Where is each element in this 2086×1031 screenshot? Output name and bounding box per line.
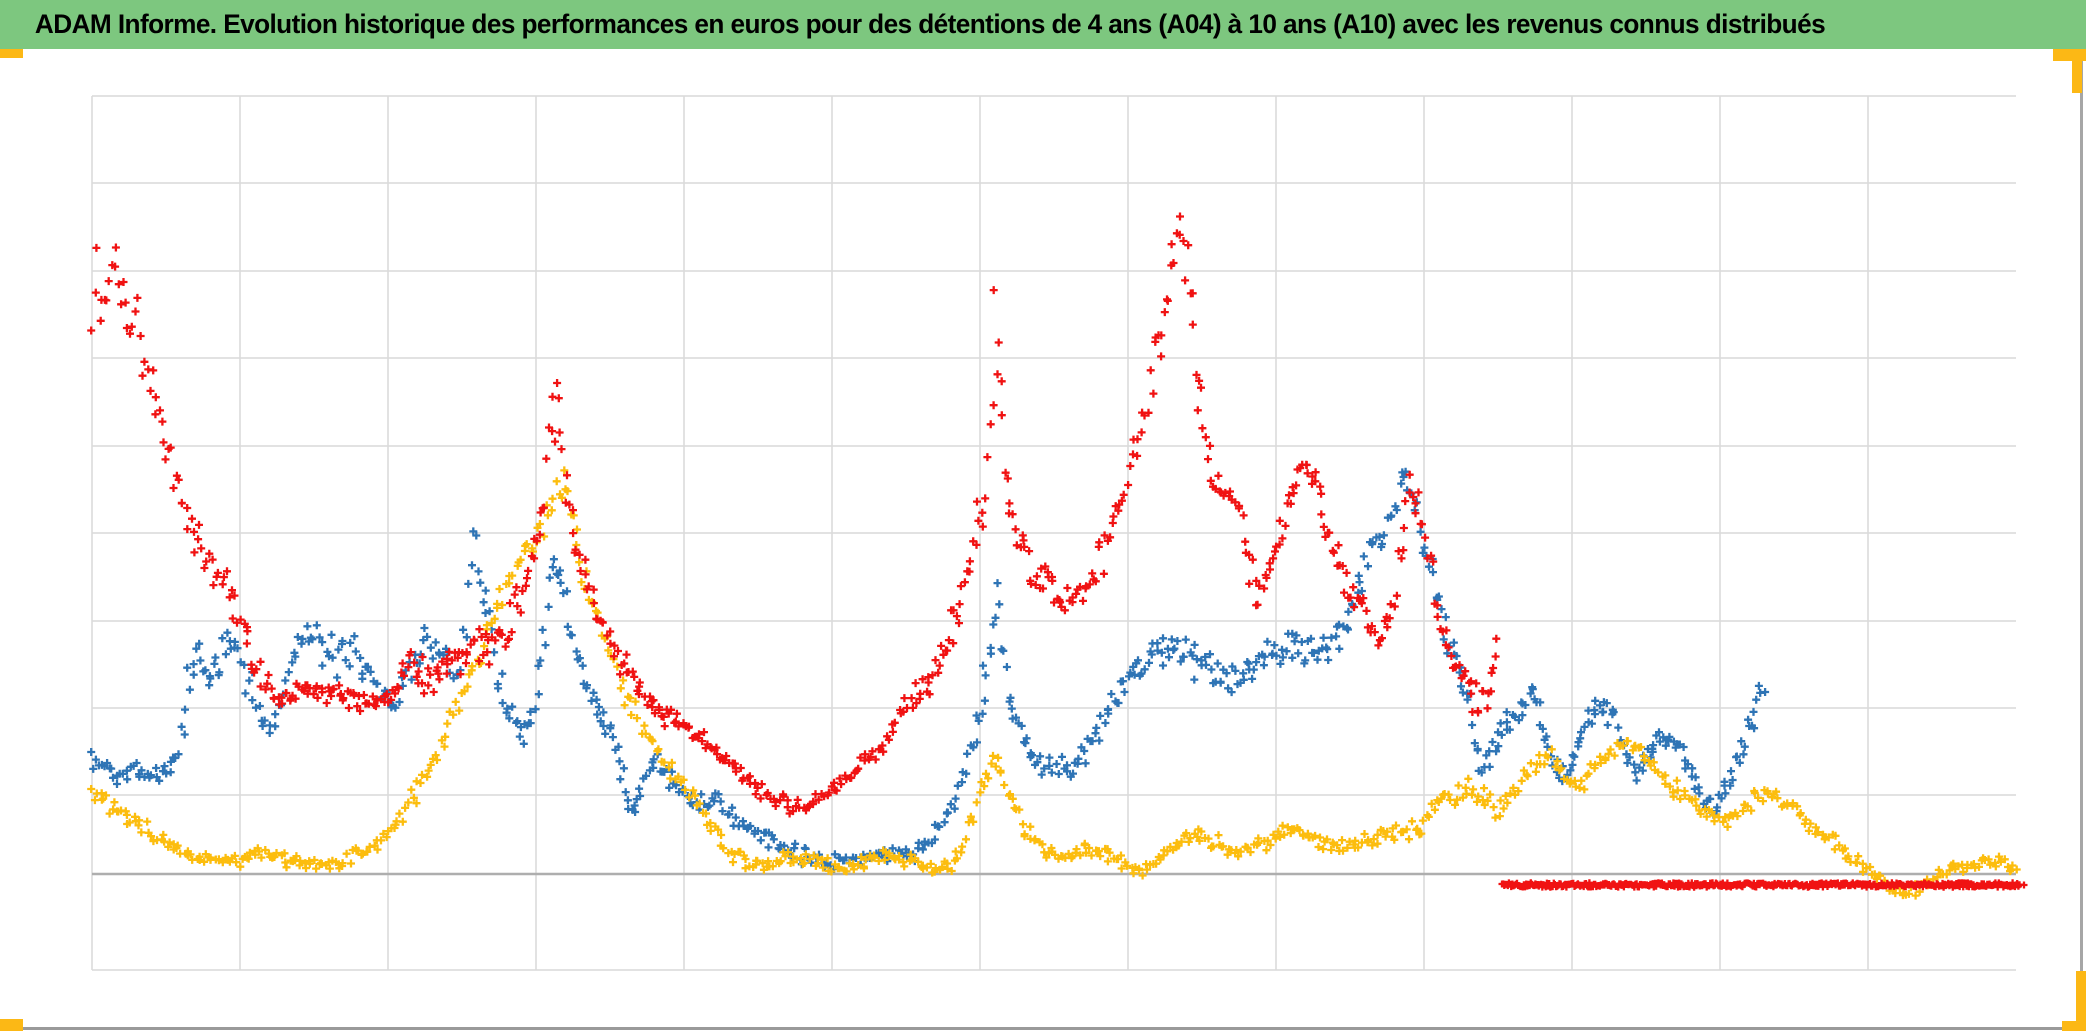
selection-handle-bottom-left[interactable] [0, 1019, 23, 1031]
window-border-right [2080, 49, 2083, 1031]
selection-handle-bottom-right[interactable] [2062, 1021, 2086, 1031]
chart-gridlines [91, 95, 2016, 971]
window-border-bottom [0, 1027, 2086, 1030]
red-flat-segment-markers [1498, 879, 2028, 891]
selection-handle-bottom-right-edge[interactable] [2076, 971, 2086, 1031]
series-blue-markers [87, 467, 1770, 873]
page-title: ADAM Informe. Evolution historique des p… [34, 9, 1826, 39]
series-gold-markers [87, 466, 2021, 900]
title-bar: ADAM Informe. Evolution historique des p… [0, 0, 2086, 49]
chart-series-markers [87, 212, 2028, 900]
selection-handle-top-left[interactable] [0, 49, 23, 58]
series-red-markers [87, 212, 1501, 818]
selection-handle-top-right-edge[interactable] [2072, 49, 2082, 93]
